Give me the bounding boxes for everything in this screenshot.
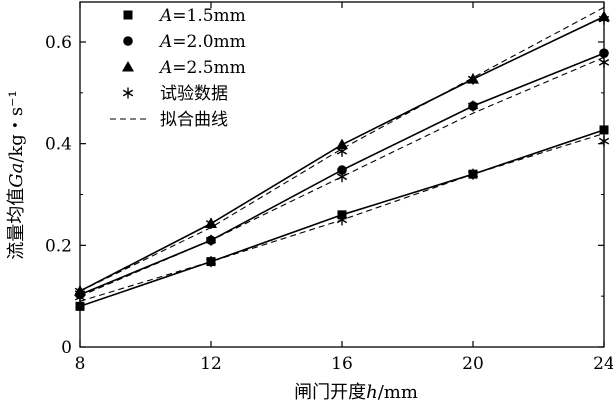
legend-label-test-data: 试验数据 (160, 84, 228, 104)
plot-area (74, 6, 610, 311)
legend-value: =2.5mm (172, 58, 246, 78)
legend-marker-2 (123, 36, 133, 46)
y-tick-label: 0.4 (45, 135, 72, 155)
legend-var: A (158, 58, 172, 78)
asterisk-stroke (205, 258, 217, 265)
series-2-point (337, 165, 347, 175)
asterisk-stroke (205, 236, 217, 244)
y-axis-label: 流量均值Ga/kg・s⁻¹ (6, 90, 27, 260)
legend-marker-3 (122, 61, 134, 72)
legend-marker-test-data (122, 87, 134, 99)
x-tick-label: 24 (593, 354, 613, 374)
x-tick-label: 20 (462, 354, 484, 374)
test-data-point (336, 145, 348, 157)
y-tick-label: 0.2 (45, 236, 72, 256)
asterisk-stroke (336, 173, 348, 181)
test-data-point (205, 234, 217, 246)
y-tick-label: 0 (61, 338, 72, 358)
legend-marker-1 (123, 10, 133, 20)
legend-label-3: A=2.5mm (158, 58, 246, 78)
asterisk-stroke (205, 220, 217, 227)
legend-label-1: A=1.5mm (158, 6, 246, 26)
test-data-point (205, 217, 217, 229)
test-data-point (467, 168, 479, 180)
asterisk-stroke (467, 102, 479, 110)
legend-value: =1.5mm (172, 6, 246, 26)
test-data-point (336, 214, 348, 226)
x-tick-label: 8 (75, 354, 86, 374)
legend-var: A (158, 6, 172, 26)
legend-var: A (158, 32, 172, 52)
test-data-point (336, 171, 348, 183)
test-data-point (205, 256, 217, 268)
test-data-point (467, 73, 479, 85)
asterisk-stroke (122, 89, 134, 97)
legend-value: =2.0mm (172, 32, 246, 52)
asterisk-stroke (336, 216, 348, 224)
asterisk-stroke (467, 170, 479, 178)
asterisk-stroke (467, 75, 479, 83)
x-tick-label: 16 (331, 354, 353, 374)
x-tick-label: 12 (200, 354, 222, 374)
y-tick-label: 0.6 (45, 33, 72, 53)
series-3-point (336, 138, 348, 150)
x-axis-label: 闸门开度h/mm (294, 382, 418, 403)
asterisk-stroke (336, 147, 348, 155)
legend-label-fit: 拟合曲线 (160, 110, 228, 130)
legend-label-2: A=2.0mm (158, 32, 246, 52)
axes: 8 12 16 20 24 0 0.2 0.4 0.6 (45, 1, 613, 374)
test-data-point (467, 100, 479, 112)
